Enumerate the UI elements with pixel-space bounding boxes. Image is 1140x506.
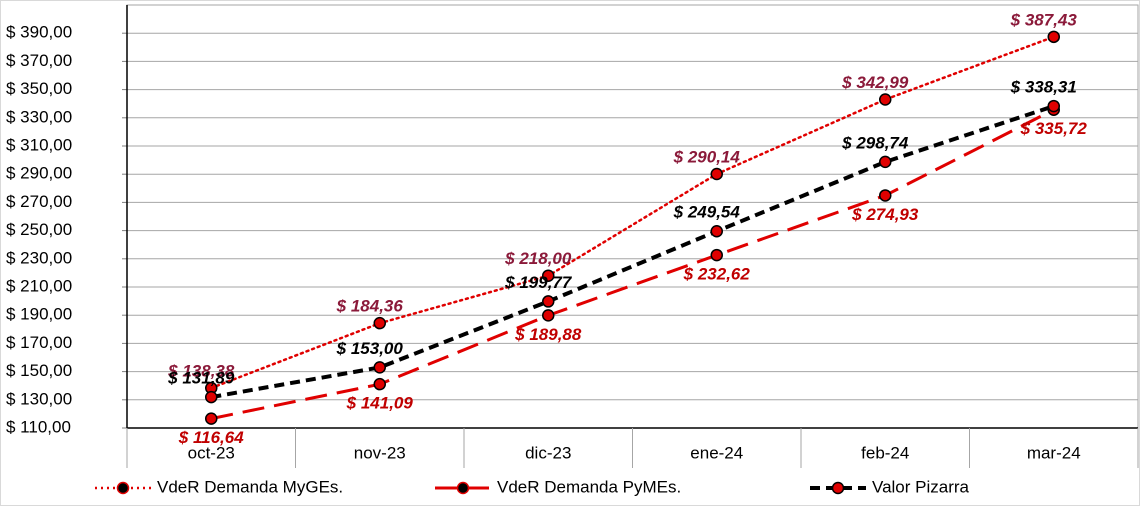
x-tick-label: oct-23	[188, 443, 235, 462]
marker	[879, 189, 892, 202]
data-label: $ 335,72	[1020, 119, 1088, 138]
y-tick-label: $ 250,00	[6, 220, 72, 239]
series-line	[210, 35, 1056, 390]
data-label: $ 141,09	[346, 394, 414, 413]
marker	[205, 412, 218, 425]
marker	[710, 167, 723, 181]
data-label: $ 218,00	[504, 249, 572, 268]
data-label: $ 131,89	[167, 369, 235, 388]
series-line	[210, 108, 1055, 421]
legend-marker	[456, 481, 470, 495]
marker	[542, 295, 555, 308]
legend-label: Valor Pizarra	[872, 477, 970, 496]
data-label: $ 338,31	[1010, 78, 1077, 97]
marker	[710, 248, 723, 262]
x-tick-label: dic-23	[525, 443, 571, 462]
marker	[542, 269, 555, 282]
data-label: $ 184,36	[336, 297, 404, 316]
data-label: $ 387,43	[1010, 10, 1078, 29]
marker	[373, 361, 386, 374]
legend-marker	[116, 481, 130, 495]
marker	[373, 377, 386, 391]
data-label: $ 342,99	[841, 73, 909, 92]
marker	[1047, 30, 1060, 44]
y-tick-label: $ 390,00	[6, 23, 72, 42]
y-tick-label: $ 210,00	[6, 276, 72, 295]
y-tick-label: $ 330,00	[6, 107, 72, 126]
y-tick-label: $ 230,00	[6, 248, 72, 267]
y-tick-label: $ 370,00	[6, 51, 72, 70]
y-tick-label: $ 350,00	[6, 79, 72, 98]
marker	[710, 224, 723, 238]
x-tick-label: nov-23	[354, 443, 406, 462]
marker	[542, 309, 555, 322]
data-label: $ 116,64	[178, 428, 244, 447]
x-tick-label: feb-24	[861, 443, 909, 462]
data-label: $ 298,74	[841, 133, 909, 152]
x-tick-label: mar-24	[1027, 443, 1081, 462]
data-label: $ 290,14	[673, 147, 741, 166]
data-label: $ 153,00	[336, 339, 404, 358]
data-label: $ 189,88	[514, 325, 582, 344]
y-tick-label: $ 130,00	[6, 389, 72, 408]
data-label: $ 249,54	[673, 203, 741, 222]
data-label: $ 138,38	[167, 361, 235, 380]
legend-marker	[831, 481, 845, 495]
marker	[373, 316, 386, 330]
data-label: $ 199,77	[504, 273, 573, 292]
y-tick-label: $ 270,00	[6, 192, 72, 211]
marker	[879, 155, 892, 169]
y-tick-label: $ 150,00	[6, 361, 72, 380]
y-tick-label: $ 190,00	[6, 305, 72, 324]
y-tick-label: $ 110,00	[6, 417, 71, 436]
y-tick-label: $ 310,00	[6, 135, 72, 154]
marker	[879, 93, 892, 106]
y-tick-label: $ 290,00	[6, 164, 72, 183]
marker	[1047, 99, 1060, 113]
legend-label: VdeR Demanda PyMEs.	[497, 477, 681, 496]
data-label: $ 232,62	[683, 265, 751, 284]
x-tick-label: ene-24	[690, 443, 743, 462]
marker	[205, 390, 218, 404]
data-label: $ 274,93	[851, 205, 919, 224]
legend-label: VdeR Demanda MyGEs.	[157, 477, 343, 496]
y-tick-label: $ 170,00	[6, 333, 72, 352]
